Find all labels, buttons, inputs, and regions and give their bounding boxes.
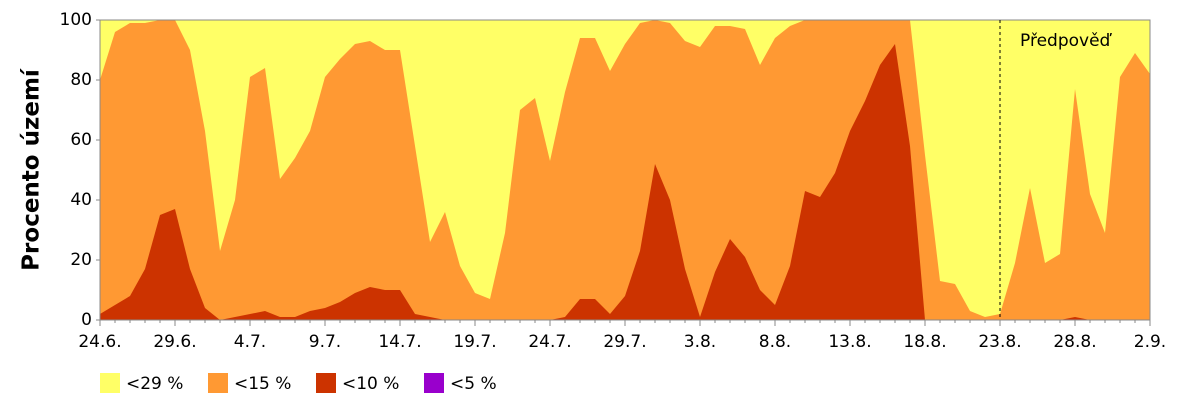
y-tick-label: 80 — [70, 70, 92, 90]
x-tick-label: 24.6. — [78, 332, 121, 352]
y-tick-label: 0 — [81, 310, 92, 330]
x-tick-label: 23.8. — [978, 332, 1021, 352]
annotation: Předpověď — [1020, 31, 1113, 51]
legend-label: <15 % — [234, 374, 291, 394]
legend-label: <10 % — [342, 374, 399, 394]
x-tick-label: 19.7. — [453, 332, 496, 352]
x-tick-label: 14.7. — [378, 332, 421, 352]
y-tick-label: 20 — [70, 250, 92, 270]
area — [100, 44, 1150, 320]
x-tick-label: 28.8. — [1053, 332, 1096, 352]
legend-swatch — [100, 373, 120, 393]
x-tick-label: 29.6. — [153, 332, 196, 352]
x-tick-label: 8.8. — [759, 332, 791, 352]
y-axis-label: Procento území — [19, 68, 45, 271]
legend-swatch — [316, 373, 336, 393]
y-tick-label: 40 — [70, 190, 92, 210]
legend-label: <5 % — [450, 374, 497, 394]
y-tick-label: 60 — [70, 130, 92, 150]
x-tick-label: 18.8. — [903, 332, 946, 352]
x-tick-label: 3.8. — [684, 332, 716, 352]
x-tick-label: 2.9. — [1134, 332, 1166, 352]
x-tick-label: 4.7. — [234, 332, 266, 352]
legend-swatch — [424, 373, 444, 393]
x-tick-label: 13.8. — [828, 332, 871, 352]
x-tick-label: 9.7. — [309, 332, 341, 352]
legend-swatch — [208, 373, 228, 393]
legend-label: <29 % — [126, 374, 183, 394]
y-tick-label: 100 — [60, 10, 92, 30]
x-tick-label: 24.7. — [528, 332, 571, 352]
x-tick-label: 29.7. — [603, 332, 646, 352]
